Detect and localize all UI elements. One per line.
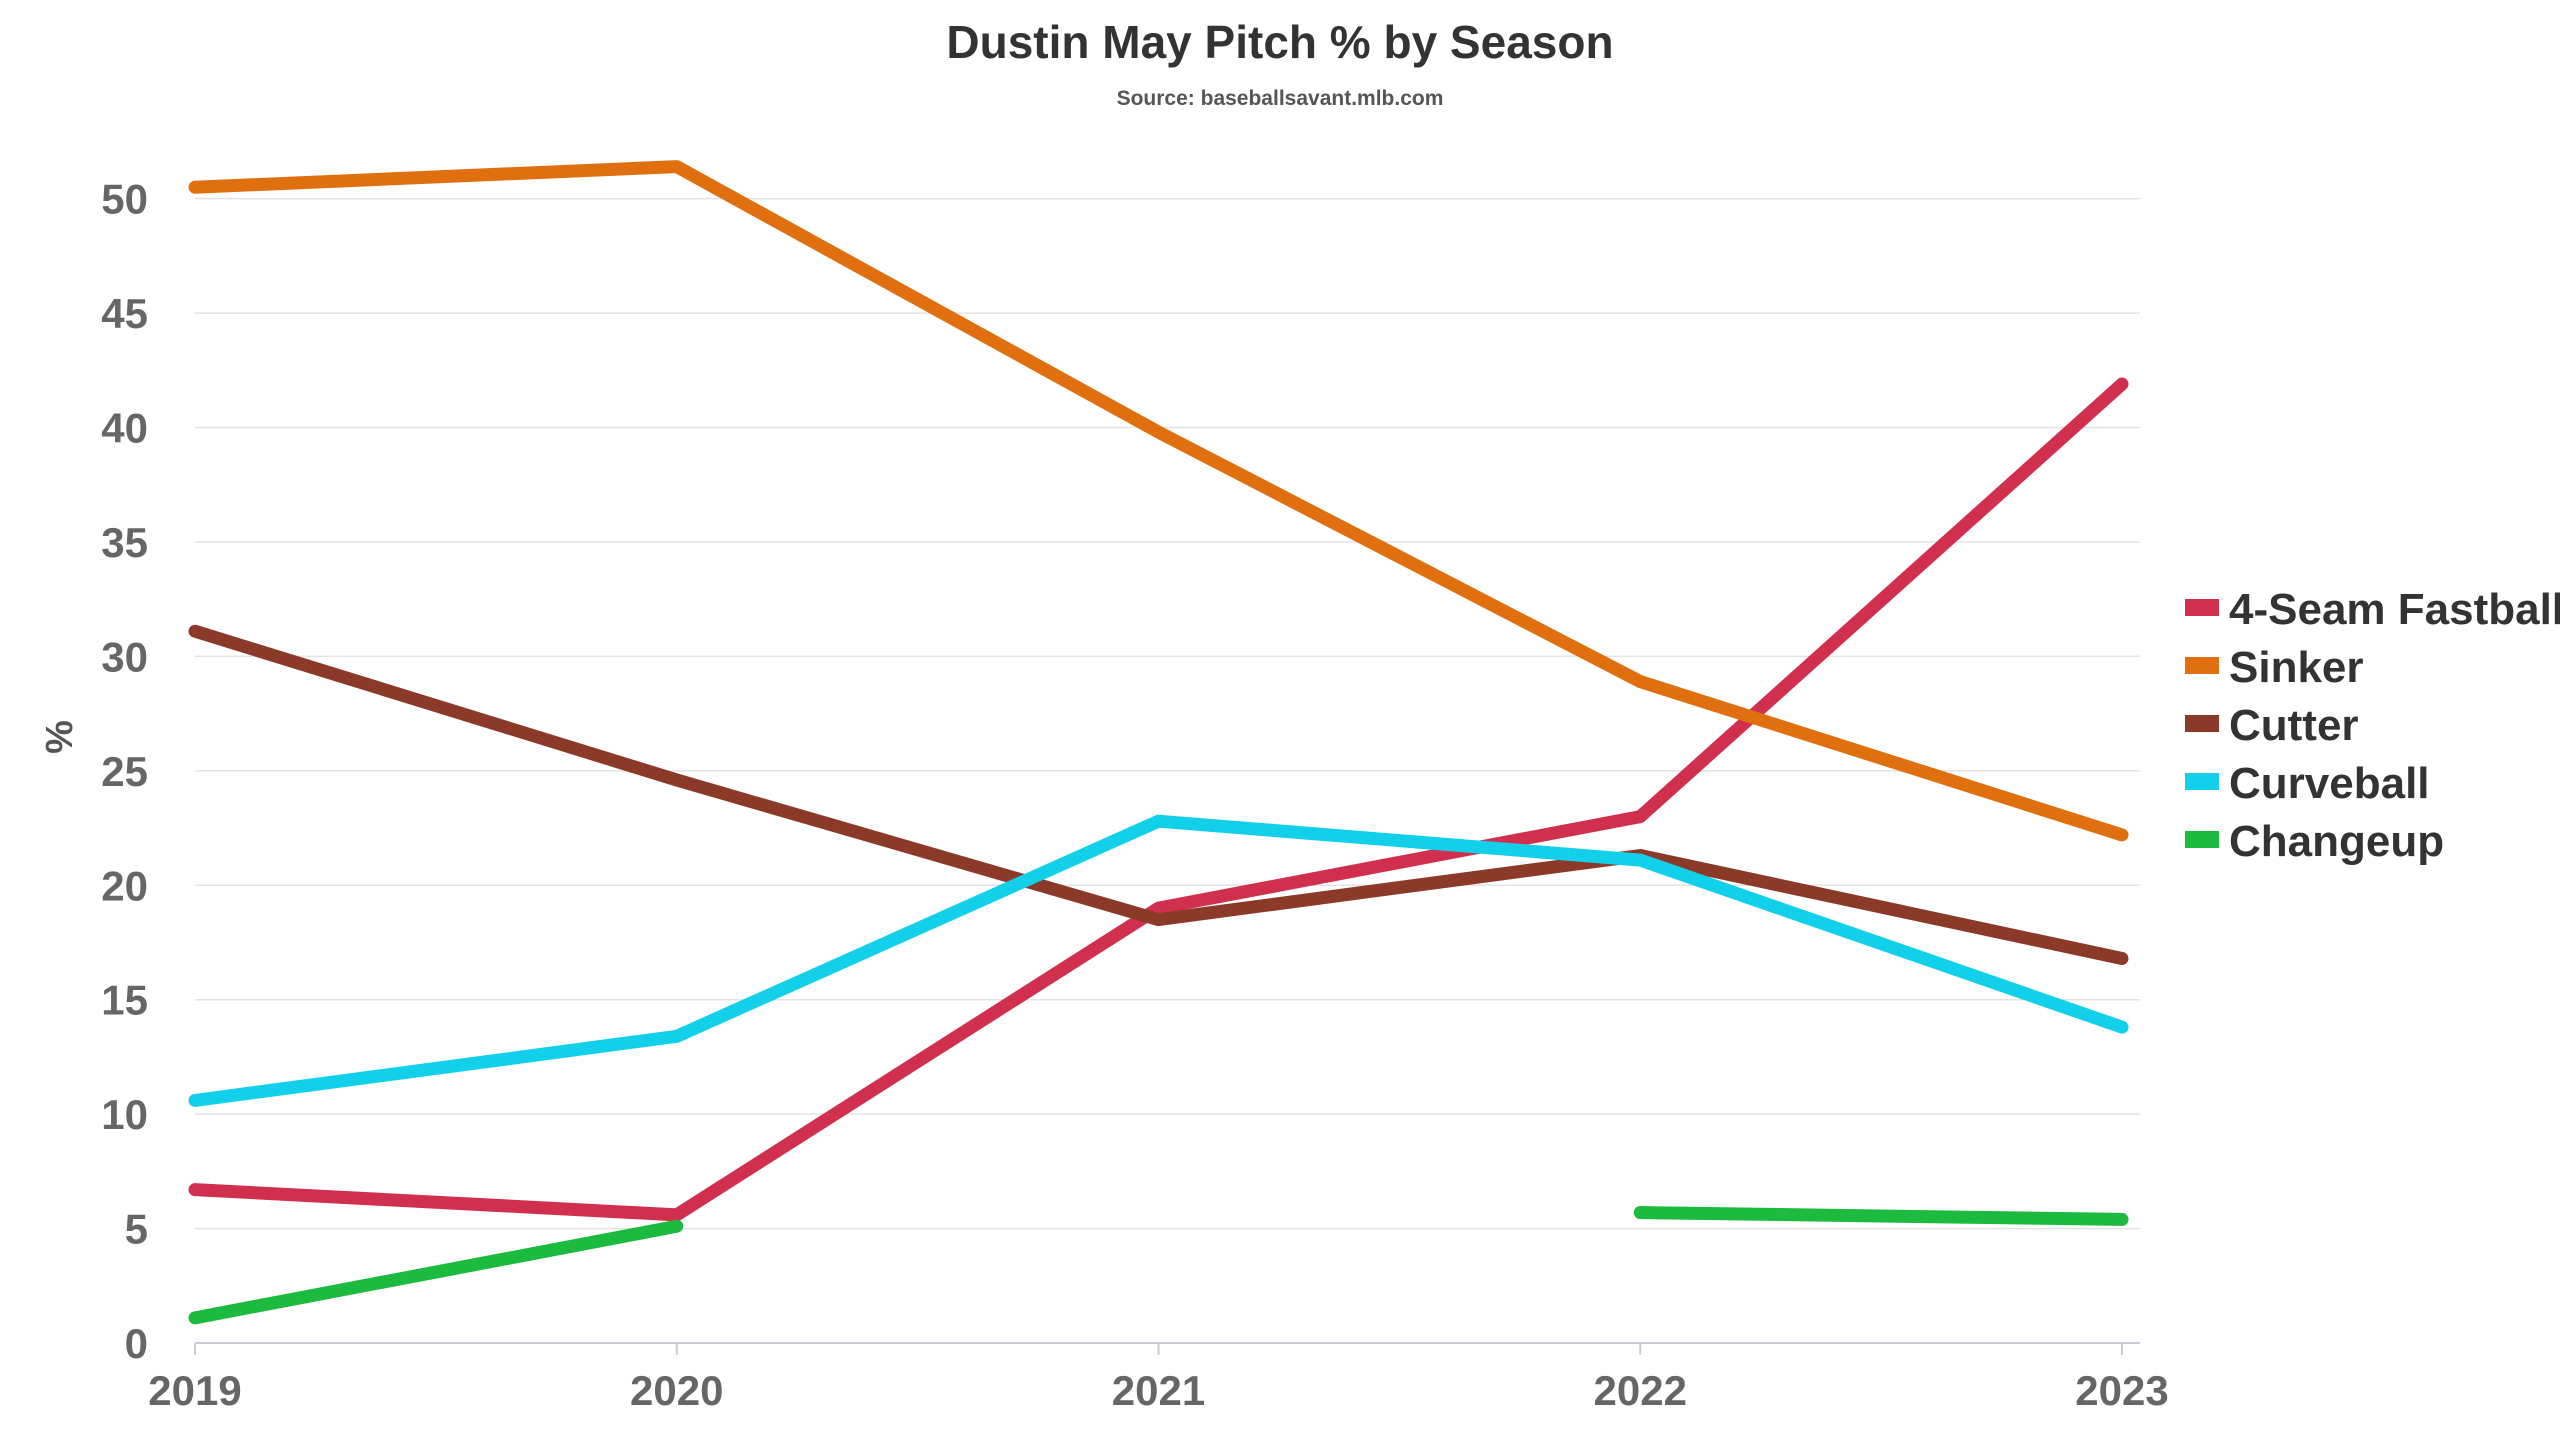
series-lines	[188, 160, 2129, 1325]
series-4-seam-fastball	[188, 377, 2129, 1222]
series-line-curveball	[188, 814, 2129, 1107]
series-sinker	[188, 160, 2129, 842]
y-tick-label: 40	[101, 405, 148, 452]
chart-subtitle: Source: baseballsavant.mlb.com	[1117, 87, 1444, 110]
legend-swatch	[2185, 599, 2219, 616]
legend-label: Sinker	[2229, 643, 2364, 692]
x-tick-label: 2021	[1112, 1367, 1205, 1414]
series-line-cutter	[188, 624, 2129, 966]
legend-item-changeup: Changeup	[2185, 817, 2444, 866]
series-line-changeup	[1633, 1206, 2129, 1226]
y-tick-label: 45	[101, 290, 148, 337]
series-line-changeup	[188, 1219, 684, 1325]
legend-swatch	[2185, 715, 2219, 732]
y-tick-label: 10	[101, 1091, 148, 1138]
y-tick-label: 30	[101, 633, 148, 680]
legend-label: Changeup	[2229, 817, 2444, 866]
x-tick-label: 2022	[1594, 1367, 1687, 1414]
gridlines	[195, 197, 2140, 1230]
y-tick-label: 0	[125, 1320, 148, 1367]
series-curveball	[188, 814, 2129, 1107]
x-tick-label: 2019	[148, 1367, 241, 1414]
x-tick-label: 2023	[2075, 1367, 2168, 1414]
y-tick-label: 35	[101, 519, 148, 566]
legend-label: Cutter	[2229, 701, 2359, 750]
y-tick-label: 50	[101, 176, 148, 223]
series-cutter	[188, 624, 2129, 966]
series-line-4-seam-fastball	[188, 377, 2129, 1222]
legend-label: Curveball	[2229, 759, 2430, 808]
y-tick-label: 5	[125, 1206, 148, 1253]
series-changeup	[188, 1206, 2129, 1325]
legend-label: 4-Seam Fastball	[2229, 585, 2560, 634]
legend-item-cutter: Cutter	[2185, 701, 2359, 750]
legend-item-4-seam-fastball: 4-Seam Fastball	[2185, 585, 2560, 634]
legend-item-sinker: Sinker	[2185, 643, 2364, 692]
chart-title: Dustin May Pitch % by Season	[946, 16, 1613, 68]
y-tick-label: 20	[101, 862, 148, 909]
legend-swatch	[2185, 657, 2219, 674]
legend-swatch	[2185, 773, 2219, 790]
axes: 0 5 10 15 20 25 30 35 40 45 50 2019 2020 2021 2022 2023	[101, 176, 2168, 1414]
legend-swatch	[2185, 831, 2219, 848]
y-axis-label: %	[39, 720, 81, 754]
y-tick-label: 25	[101, 748, 148, 795]
legend-item-curveball: Curveball	[2185, 759, 2430, 808]
legend: 4-Seam Fastball Sinker Cutter Curveball Chan…	[2185, 585, 2560, 866]
x-tick-label: 2020	[630, 1367, 723, 1414]
y-tick-label: 15	[101, 977, 148, 1024]
series-line-sinker	[188, 160, 2129, 842]
